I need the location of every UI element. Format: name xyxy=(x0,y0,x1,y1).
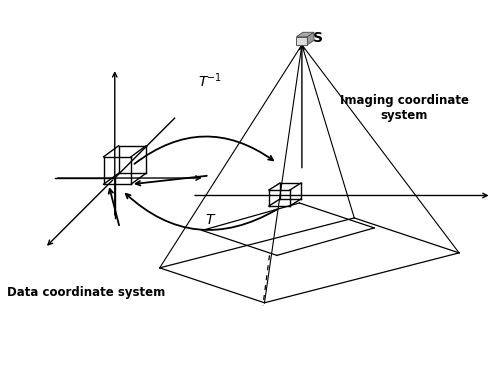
Text: Data coordinate system: Data coordinate system xyxy=(7,286,166,299)
Text: T: T xyxy=(205,213,214,228)
Polygon shape xyxy=(296,37,307,45)
Polygon shape xyxy=(296,32,314,37)
Polygon shape xyxy=(307,32,314,45)
Text: S: S xyxy=(313,31,323,45)
Text: T$^{-1}$: T$^{-1}$ xyxy=(198,71,222,90)
Text: Imaging coordinate
system: Imaging coordinate system xyxy=(340,94,469,122)
